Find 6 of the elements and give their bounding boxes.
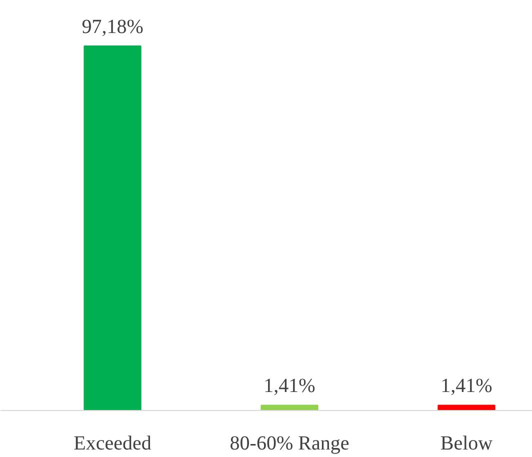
x-tick-label: Exceeded [74,432,152,454]
x-tick-label: Below [440,432,494,454]
data-label: 1,41% [264,375,316,398]
data-label: 1,41% [440,375,492,398]
data-label: 97,18% [82,16,144,38]
x-tick-label: 80-60% Range [230,432,350,454]
